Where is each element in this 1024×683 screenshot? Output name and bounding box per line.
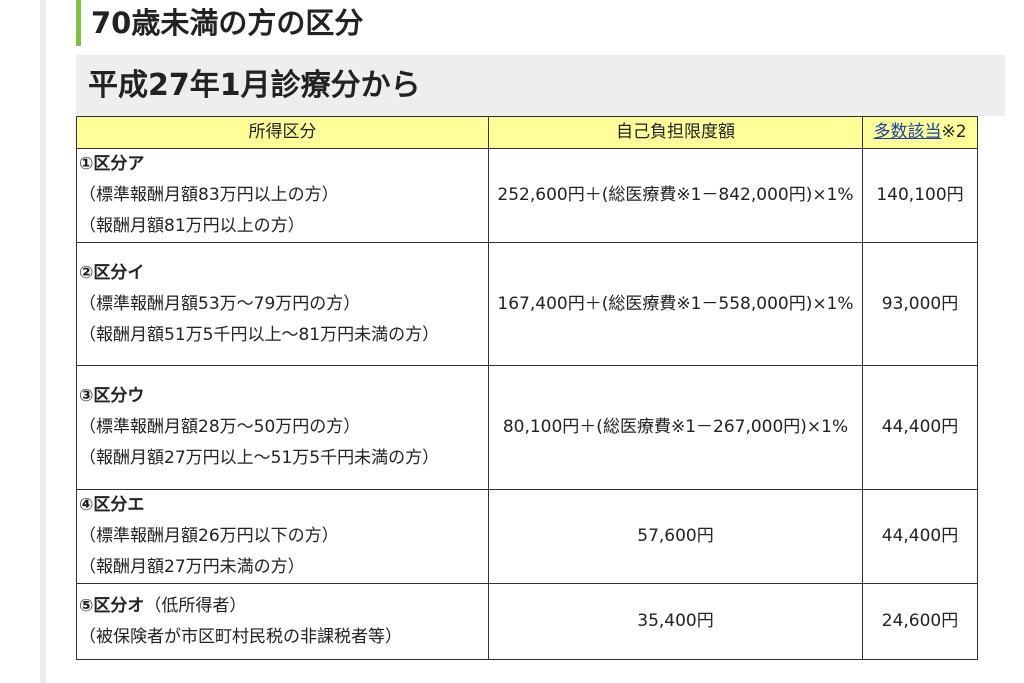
- income-cell: ⑤区分オ（低所得者） （被保険者が市区町村民税の非課税者等）: [76, 583, 489, 660]
- income-cell: ④区分エ （標準報酬月額26万円以下の方） （報酬月額27万円未満の方）: [76, 489, 489, 584]
- table-row: ③区分ウ （標準報酬月額28万～50万円の方） （報酬月額27万円以上～51万5千円…: [76, 365, 978, 490]
- category: ④区分エ: [79, 495, 145, 515]
- category: ②区分イ: [79, 262, 145, 283]
- category-line: ④区分エ: [79, 490, 486, 521]
- header-cell: 多数該当※2: [862, 116, 978, 149]
- income-cell: ①区分ア （標準報酬月額83万円以上の方） （報酬月額81万円以上の方）: [76, 148, 489, 243]
- category-line: ②区分イ: [79, 258, 486, 289]
- subheading: 平成27年1月診療分から: [76, 55, 1005, 116]
- income-cell: ②区分イ （標準報酬月額53万～79万円の方） （報酬月額51万5千円以上～81万円…: [76, 242, 489, 366]
- multiple-cell: 140,100円: [862, 148, 978, 243]
- header-cell: 所得区分: [76, 116, 489, 149]
- limit-table: 所得区分 自己負担限度額 多数該当※2 ①区分ア （標準報酬月額83万円以上の方）…: [76, 116, 978, 660]
- category-line: ⑤区分オ（低所得者）: [79, 591, 486, 622]
- detail: （標準報酬月額28万～50万円の方）: [79, 417, 361, 437]
- detail: （報酬月額27万円未満の方）: [79, 557, 305, 577]
- detail: （標準報酬月額83万円以上の方）: [79, 185, 339, 205]
- multiple-cell: 93,000円: [862, 242, 978, 366]
- side-bar: [40, 0, 46, 683]
- detail: （報酬月額51万5千円以上～81万円未満の方）: [79, 324, 440, 345]
- detail: （標準報酬月額53万～79万円の方）: [79, 293, 361, 314]
- limit-cell: 35,400円: [488, 583, 863, 660]
- limit-cell: 57,600円: [488, 489, 863, 584]
- multiple-cell: 24,600円: [862, 583, 978, 660]
- category: ⑤区分オ: [79, 595, 145, 616]
- table-body: ①区分ア （標準報酬月額83万円以上の方） （報酬月額81万円以上の方） 252,60…: [76, 148, 978, 660]
- detail: （標準報酬月額26万円以下の方）: [79, 526, 339, 546]
- limit-cell: 252,600円＋(総医療費※1－842,000円)×1%: [488, 148, 863, 243]
- table-row: ①区分ア （標準報酬月額83万円以上の方） （報酬月額81万円以上の方） 252,60…: [76, 148, 978, 243]
- category-line: ③区分ウ: [79, 381, 486, 412]
- table-row: ④区分エ （標準報酬月額26万円以下の方） （報酬月額27万円未満の方） 57,600…: [76, 489, 978, 584]
- header-cell: 自己負担限度額: [488, 116, 863, 149]
- note-mark: ※2: [941, 122, 967, 142]
- heading: 70歳未満の方の区分: [76, 0, 363, 46]
- category: ①区分ア: [79, 154, 145, 174]
- detail: （報酬月額27万円以上～51万5千円未満の方）: [79, 448, 440, 468]
- limit-cell: 80,100円＋(総医療費※1－267,000円)×1%: [488, 365, 863, 490]
- category-line: ①区分ア: [79, 149, 486, 180]
- detail: （被保険者が市区町村民税の非課税者等）: [79, 626, 402, 647]
- note-link[interactable]: 多数該当: [873, 122, 942, 142]
- table-row: ⑤区分オ（低所得者） （被保険者が市区町村民税の非課税者等） 35,400円 24,6…: [76, 583, 978, 660]
- detail: （報酬月額81万円以上の方）: [79, 216, 305, 236]
- limit-cell: 167,400円＋(総医療費※1－558,000円)×1%: [488, 242, 863, 366]
- table-row: ②区分イ （標準報酬月額53万～79万円の方） （報酬月額51万5千円以上～81万円…: [76, 242, 978, 366]
- category-note: （低所得者）: [144, 595, 247, 616]
- income-cell: ③区分ウ （標準報酬月額28万～50万円の方） （報酬月額27万円以上～51万5千円…: [76, 365, 489, 490]
- multiple-cell: 44,400円: [862, 365, 978, 490]
- header-row: 所得区分 自己負担限度額 多数該当※2: [76, 116, 978, 149]
- category: ③区分ウ: [79, 386, 145, 406]
- multiple-cell: 44,400円: [862, 489, 978, 584]
